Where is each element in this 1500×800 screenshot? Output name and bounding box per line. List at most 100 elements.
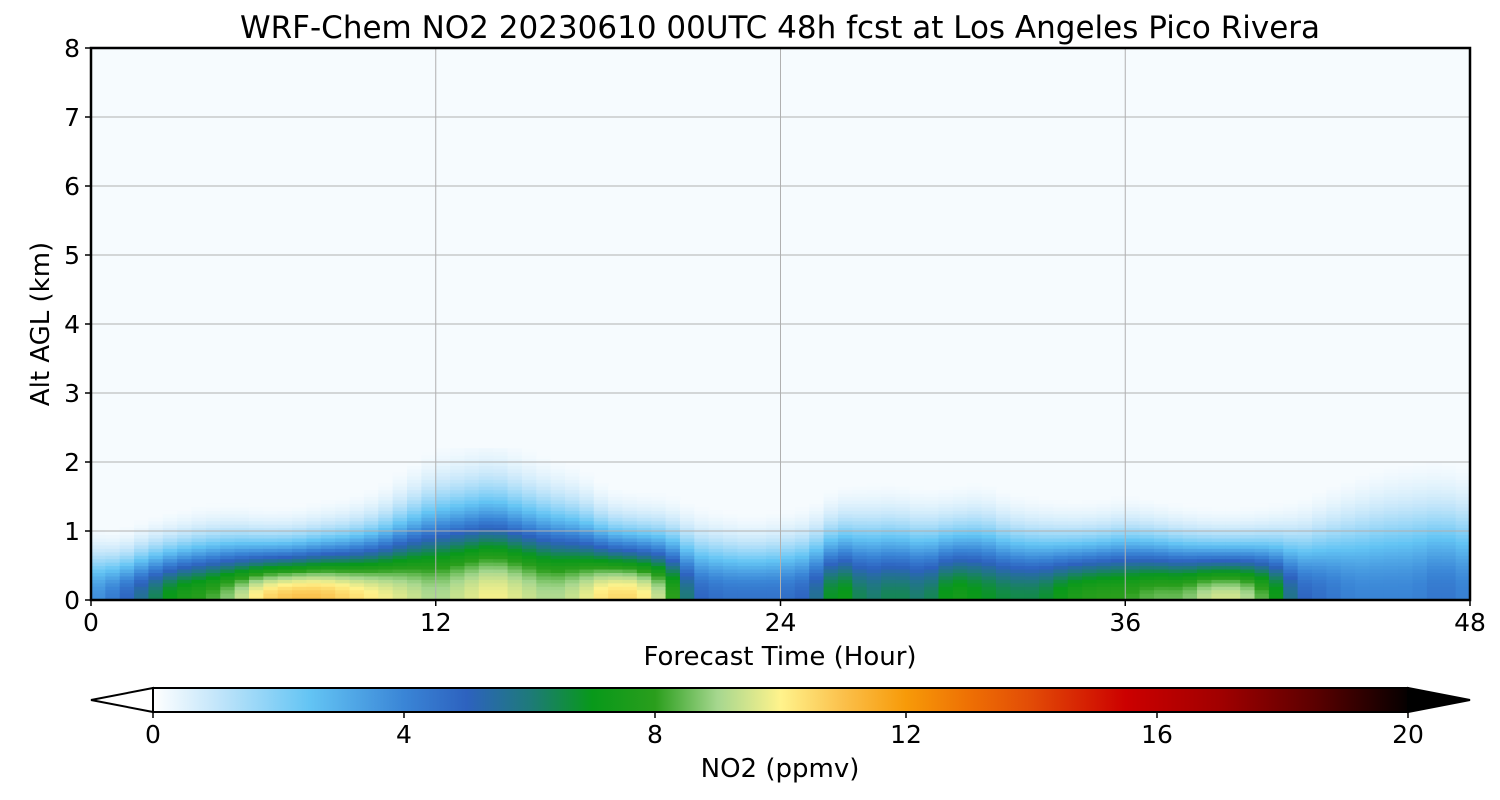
field-cell — [967, 489, 983, 494]
field-cell — [780, 517, 796, 522]
field-cell — [162, 513, 178, 518]
field-cell — [306, 537, 322, 542]
field-cell — [277, 520, 293, 525]
field-cell — [651, 572, 667, 577]
field-cell — [665, 589, 681, 594]
field-cell — [852, 499, 868, 504]
field-cell — [967, 551, 983, 556]
field-cell — [1197, 517, 1213, 522]
field-cell — [392, 534, 408, 539]
field-cell — [263, 513, 279, 518]
field-cell — [234, 558, 250, 563]
field-cell — [1010, 503, 1026, 508]
field-cell — [809, 575, 825, 580]
field-cell — [407, 503, 422, 508]
field-cell — [881, 548, 897, 553]
field-cell — [1153, 517, 1169, 522]
field-cell — [780, 524, 796, 529]
field-cell — [995, 565, 1011, 570]
field-cell — [622, 568, 638, 573]
field-cell — [809, 582, 825, 587]
field-cell — [349, 593, 365, 598]
field-cell — [1139, 589, 1155, 594]
field-cell — [177, 548, 193, 553]
field-cell — [1225, 520, 1241, 525]
field-cell — [565, 534, 580, 539]
field-cell — [177, 586, 193, 591]
field-cell — [234, 541, 250, 546]
field-cell — [665, 565, 681, 570]
field-cell — [1182, 555, 1198, 560]
field-cell — [952, 586, 968, 591]
field-cell — [1326, 562, 1342, 567]
field-cell — [162, 589, 178, 594]
field-cell — [450, 575, 466, 580]
field-cell — [1355, 524, 1371, 529]
field-cell — [493, 455, 509, 460]
field-cell — [349, 496, 365, 501]
field-cell — [464, 482, 480, 487]
field-cell — [1297, 575, 1313, 580]
field-cell — [995, 496, 1011, 501]
field-cell — [378, 572, 394, 577]
field-cell — [191, 579, 207, 584]
field-cell — [1426, 496, 1442, 501]
field-cell — [550, 586, 566, 591]
field-cell — [1197, 589, 1213, 594]
field-cell — [435, 503, 451, 508]
field-cell — [478, 506, 494, 511]
field-cell — [507, 506, 523, 511]
field-cell — [665, 562, 681, 567]
field-cell — [995, 572, 1011, 577]
field-cell — [1426, 486, 1442, 491]
field-cell — [306, 541, 322, 546]
field-cell — [622, 541, 638, 546]
field-cell — [780, 510, 796, 515]
field-cell — [1412, 479, 1428, 484]
field-cell — [1441, 586, 1457, 591]
colorbar-extend-max — [1407, 686, 1471, 714]
field-cell — [1412, 596, 1428, 600]
field-cell — [507, 527, 523, 532]
field-cell — [1426, 472, 1442, 477]
field-cell — [823, 541, 839, 546]
field-cell — [837, 486, 853, 491]
field-cell — [981, 568, 997, 573]
field-cell — [1254, 517, 1270, 522]
field-cell — [737, 575, 753, 580]
field-cell — [1268, 534, 1284, 539]
field-cell — [1010, 572, 1026, 577]
field-cell — [909, 493, 925, 498]
field-cell — [1182, 520, 1198, 525]
field-cell — [1398, 482, 1414, 487]
field-cell — [1426, 468, 1442, 473]
field-cell — [478, 472, 494, 477]
field-cell — [737, 534, 753, 539]
field-cell — [679, 551, 695, 556]
field-cell — [191, 506, 207, 511]
field-cell — [119, 589, 135, 594]
field-cell — [809, 579, 825, 584]
field-cell — [938, 506, 954, 511]
field-cell — [507, 468, 523, 473]
field-cell — [1369, 558, 1385, 563]
field-cell — [1125, 499, 1141, 504]
field-cell — [435, 596, 451, 600]
field-cell — [1383, 589, 1399, 594]
field-cell — [866, 572, 882, 577]
field-cell — [981, 506, 997, 511]
field-cell — [191, 527, 207, 532]
field-cell — [881, 524, 897, 529]
field-cell — [708, 513, 724, 518]
field-cell — [1297, 496, 1313, 501]
field-cell — [363, 517, 379, 522]
field-cell — [924, 586, 940, 591]
field-cell — [162, 568, 178, 573]
field-cell — [708, 537, 724, 542]
field-cell — [134, 551, 150, 556]
field-cell — [1441, 531, 1457, 536]
field-cell — [995, 510, 1011, 515]
field-cell — [1441, 479, 1457, 484]
field-cell — [837, 582, 853, 587]
field-cell — [507, 472, 523, 477]
